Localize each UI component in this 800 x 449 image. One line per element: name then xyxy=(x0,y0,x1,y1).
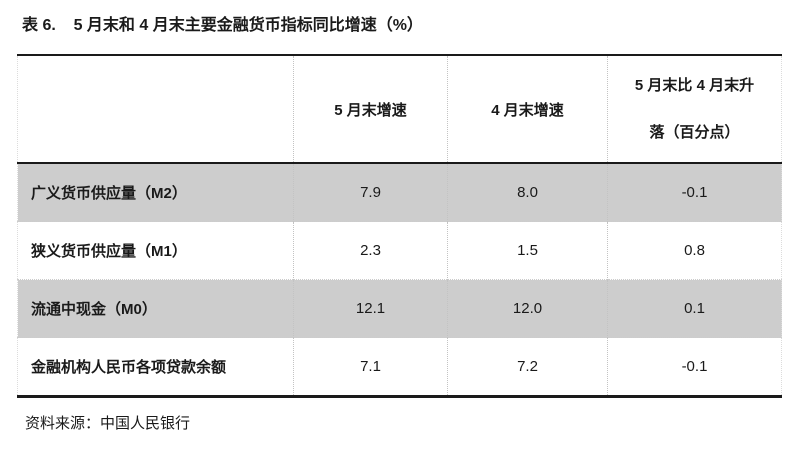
table-title: 表 6. 5 月末和 4 月末主要金融货币指标同比增速（%） xyxy=(22,17,423,34)
cell-diff: 0.1 xyxy=(607,279,782,338)
cell-apr-growth: 1.5 xyxy=(447,221,608,280)
row-label: 金融机构人民币各项贷款余额 xyxy=(17,337,294,397)
table-row-m1: 狭义货币供应量（M1） 2.3 1.5 0.8 xyxy=(17,221,782,280)
col-header-apr-growth: 4 月末增速 xyxy=(447,55,608,163)
col-header-diff-line2: 落（百分点） xyxy=(649,124,740,141)
row-label: 狭义货币供应量（M1） xyxy=(17,221,294,280)
header-row: 5 月末增速 4 月末增速 5 月末比 4 月末升 落（百分点） xyxy=(17,55,782,163)
cell-diff: -0.1 xyxy=(607,163,782,222)
cell-apr-growth: 8.0 xyxy=(447,163,608,222)
row-label: 流通中现金（M0） xyxy=(17,279,294,338)
monetary-indicators-table: 5 月末增速 4 月末增速 5 月末比 4 月末升 落（百分点） 广义货币供应量… xyxy=(17,54,782,398)
col-header-diff-line1: 5 月末比 4 月末升 xyxy=(634,77,755,94)
col-header-diff: 5 月末比 4 月末升 落（百分点） xyxy=(607,55,782,163)
cell-apr-growth: 12.0 xyxy=(447,279,608,338)
cell-diff: -0.1 xyxy=(607,337,782,397)
cell-apr-growth: 7.2 xyxy=(447,337,608,397)
table-row-m2: 广义货币供应量（M2） 7.9 8.0 -0.1 xyxy=(17,163,782,222)
cell-may-growth: 2.3 xyxy=(293,221,448,280)
cell-diff: 0.8 xyxy=(607,221,782,280)
col-header-may-growth: 5 月末增速 xyxy=(293,55,448,163)
table-row-m0: 流通中现金（M0） 12.1 12.0 0.1 xyxy=(17,279,782,338)
cell-may-growth: 12.1 xyxy=(293,279,448,338)
col-header-indicator xyxy=(17,55,294,163)
source-note: 资料来源：中国人民银行 xyxy=(25,415,191,432)
table-row-loans: 金融机构人民币各项贷款余额 7.1 7.2 -0.1 xyxy=(17,337,782,397)
cell-may-growth: 7.9 xyxy=(293,163,448,222)
cell-may-growth: 7.1 xyxy=(293,337,448,397)
row-label: 广义货币供应量（M2） xyxy=(31,185,187,202)
